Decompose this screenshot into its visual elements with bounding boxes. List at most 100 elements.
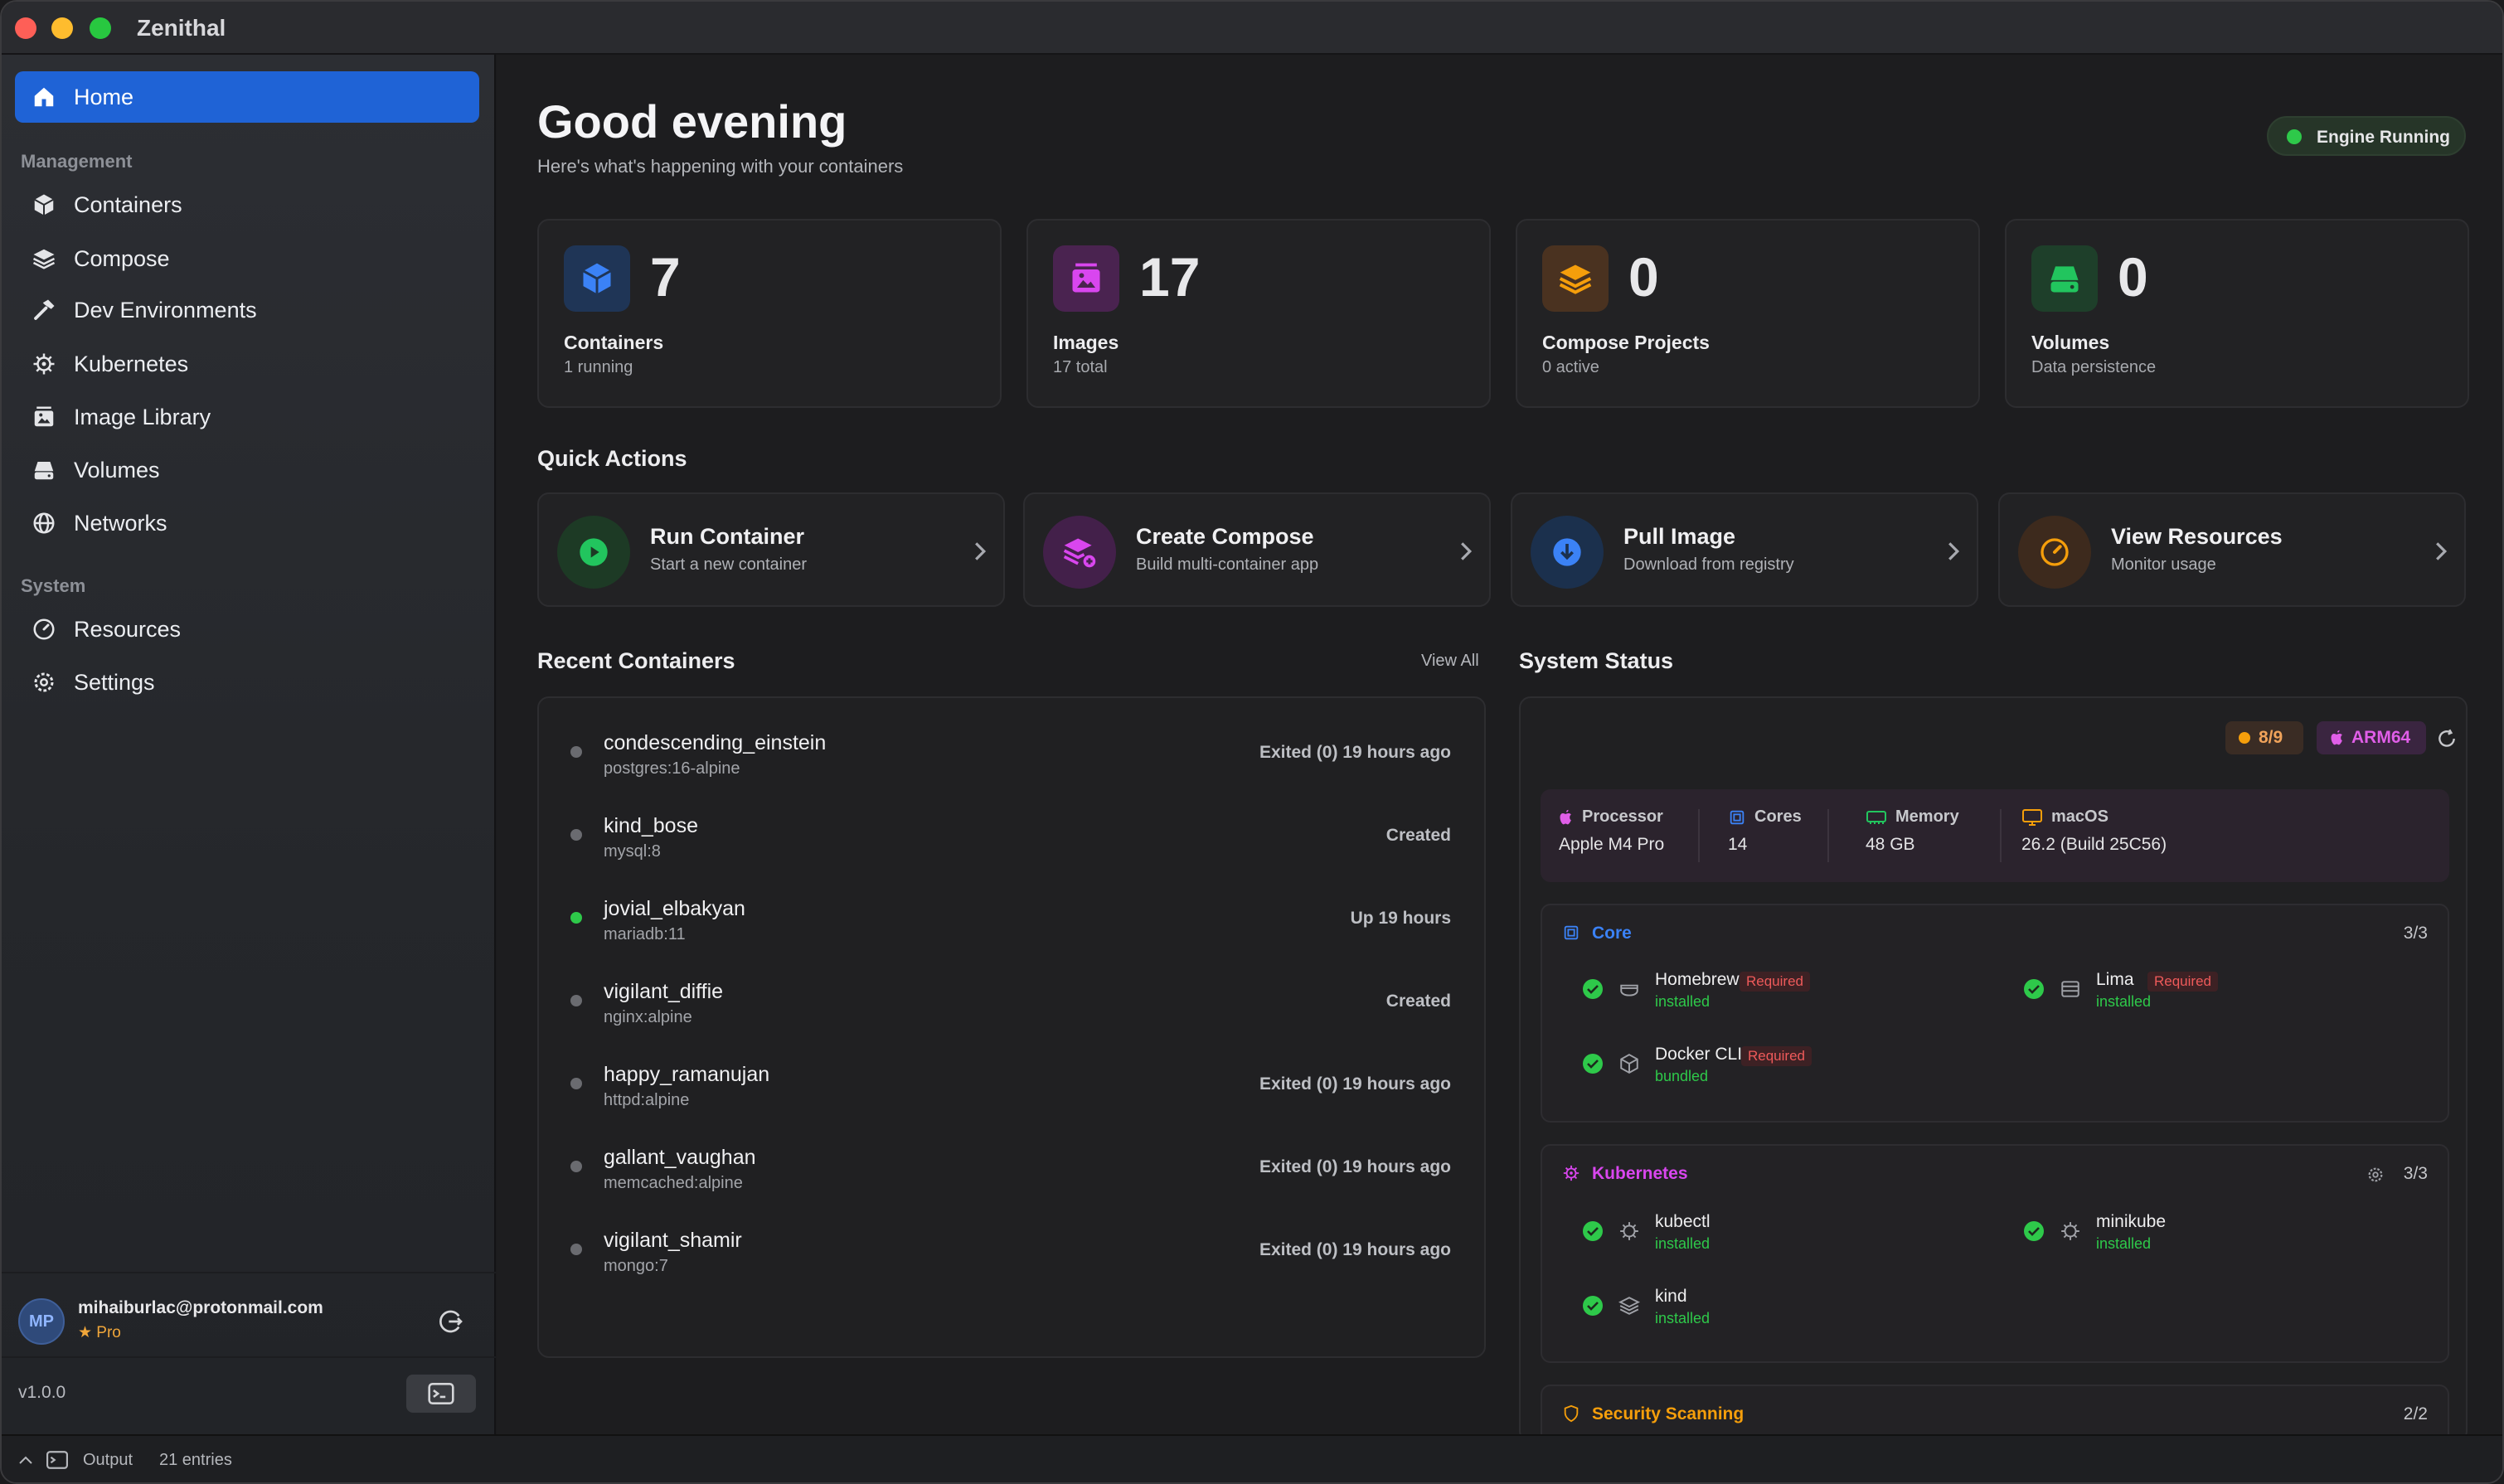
sidebar-item-volumes[interactable]: Volumes [15, 444, 479, 496]
stat-label: Images [1053, 332, 1119, 353]
sidebar-item-home[interactable]: Home [15, 71, 479, 123]
stat-card-compose[interactable]: 0 Compose Projects 0 active [1516, 219, 1980, 408]
table-row[interactable]: condescending_einstein postgres:16-alpin… [539, 716, 1484, 799]
table-row[interactable]: kind_bose mysql:8 Created [539, 799, 1484, 882]
user-account[interactable]: MP mihaiburlac@protonmail.com ★ Pro [2, 1272, 496, 1355]
sidebar-item-settings[interactable]: Settings [15, 657, 479, 708]
view-resources-button[interactable]: View Resources Monitor usage [1998, 492, 2466, 607]
pull-image-button[interactable]: Pull Image Download from registry [1511, 492, 1978, 607]
core-group: Core 3/3 Homebrew Required installed Lim… [1541, 904, 2449, 1123]
group-count: 2/2 [2403, 1404, 2428, 1423]
container-name: vigilant_diffie [604, 980, 724, 1003]
qa-icon-circle [2018, 516, 2091, 589]
sidebar-item-dev-environments[interactable]: Dev Environments [15, 284, 479, 336]
stat-sub: Data persistence [2031, 358, 2157, 376]
check-circle-icon [1583, 1296, 1603, 1316]
qa-sub: Build multi-container app [1136, 555, 1319, 574]
close-window-button[interactable] [15, 17, 36, 39]
tool-minikube: minikube installed [2023, 1212, 2438, 1262]
container-status: Exited (0) 19 hours ago [1259, 1157, 1451, 1176]
download-icon [1553, 538, 1581, 566]
hw-value: Apple M4 Pro [1559, 835, 1665, 854]
main-content: Good evening Here's what's happening wit… [497, 55, 2502, 1434]
tool-name: Docker CLI [1655, 1045, 1743, 1064]
stat-sub: 0 active [1542, 358, 1599, 376]
sidebar-item-networks[interactable]: Networks [15, 497, 479, 549]
view-all-link[interactable]: View All [1421, 652, 1479, 670]
sidebar-item-containers[interactable]: Containers [15, 179, 479, 230]
section-label-system: System [21, 575, 86, 596]
tool-lima: Lima Required installed [2023, 970, 2438, 1020]
table-row[interactable]: vigilant_shamir mongo:7 Exited (0) 19 ho… [539, 1214, 1484, 1297]
stat-card-containers[interactable]: 7 Containers 1 running [537, 219, 1002, 408]
container-image: mariadb:11 [604, 925, 686, 943]
terminal-icon [428, 1383, 454, 1404]
hw-value: 14 [1728, 835, 1748, 854]
hardware-info: Processor Apple M4 Pro Cores 14 Memory 4… [1541, 789, 2449, 882]
check-circle-icon [2024, 1221, 2044, 1241]
stat-label: Containers [564, 332, 664, 353]
cube-icon [582, 263, 612, 294]
stat-card-images[interactable]: 17 Images 17 total [1026, 219, 1491, 408]
server-icon [2061, 981, 2079, 997]
drive-icon [2050, 266, 2079, 293]
table-row[interactable]: happy_ramanujan httpd:alpine Exited (0) … [539, 1048, 1484, 1131]
page-subtitle: Here's what's happening with your contai… [537, 156, 904, 177]
output-label: Output [83, 1451, 133, 1469]
avatar[interactable]: MP [18, 1298, 65, 1345]
app-version: v1.0.0 [18, 1383, 66, 1402]
plan-badge: ★ Pro [78, 1324, 121, 1341]
chevron-right-icon [2436, 542, 2448, 560]
gear-icon[interactable] [2366, 1166, 2385, 1184]
divider [1827, 809, 1829, 862]
refresh-icon[interactable] [2436, 728, 2458, 749]
status-dot [570, 746, 582, 758]
sidebar-item-compose[interactable]: Compose [15, 233, 479, 284]
output-bar[interactable]: Output 21 entries [2, 1434, 2502, 1482]
check-circle-icon [1583, 1054, 1603, 1074]
table-row[interactable]: jovial_elbakyan mariadb:11 Up 19 hours [539, 882, 1484, 965]
required-badge: Required [1741, 1046, 1812, 1066]
check-circle-icon [1583, 1221, 1603, 1241]
run-container-button[interactable]: Run Container Start a new container [537, 492, 1005, 607]
layers-outline-icon [1618, 1297, 1640, 1315]
sidebar-item-label: Containers [74, 192, 182, 217]
container-image: mongo:7 [604, 1257, 668, 1275]
sidebar-item-kubernetes[interactable]: Kubernetes [15, 338, 479, 390]
terminal-button[interactable] [406, 1375, 476, 1413]
stat-value: 0 [2118, 246, 2148, 308]
sidebar-item-label: Kubernetes [74, 351, 189, 376]
gauge-icon [2041, 538, 2069, 566]
mug-icon [1620, 984, 1638, 997]
table-row[interactable]: gallant_vaughan memcached:alpine Exited … [539, 1131, 1484, 1214]
container-name: vigilant_shamir [604, 1229, 742, 1252]
tool-docker-cli: Docker CLI Required bundled [1582, 1045, 1997, 1094]
sign-out-icon[interactable] [438, 1308, 464, 1335]
table-row[interactable]: vigilant_diffie nginx:alpine Created [539, 965, 1484, 1048]
create-compose-button[interactable]: Create Compose Build multi-container app [1023, 492, 1491, 607]
qa-title: View Resources [2111, 524, 2283, 549]
tool-name: Lima [2096, 970, 2134, 989]
zoom-window-button[interactable] [90, 17, 111, 39]
sidebar-item-resources[interactable]: Resources [15, 604, 479, 655]
tools-count-badge: 8/9 [2225, 721, 2303, 754]
sidebar: Home Management Containers Compose Dev E… [2, 55, 496, 1434]
chevron-up-icon[interactable] [18, 1454, 33, 1466]
engine-status-badge[interactable]: Engine Running [2267, 116, 2466, 156]
title-bar: Zenithal [2, 2, 2502, 55]
container-status: Created [1385, 826, 1451, 845]
minimize-window-button[interactable] [51, 17, 73, 39]
gear-icon [34, 672, 54, 692]
user-email: mihaiburlac@protonmail.com [78, 1298, 323, 1317]
apple-icon [1560, 809, 1571, 824]
hw-label: Cores [1754, 807, 1802, 826]
sidebar-item-image-library[interactable]: Image Library [15, 391, 479, 443]
stat-card-volumes[interactable]: 0 Volumes Data persistence [2005, 219, 2469, 408]
tool-name: kubectl [1655, 1212, 1711, 1231]
app-title: Zenithal [137, 15, 226, 41]
cube-outline-icon [1620, 1054, 1638, 1074]
layers-icon [32, 249, 56, 269]
stat-value: 17 [1139, 246, 1201, 308]
status-dot [570, 912, 582, 924]
container-status: Exited (0) 19 hours ago [1259, 743, 1451, 762]
